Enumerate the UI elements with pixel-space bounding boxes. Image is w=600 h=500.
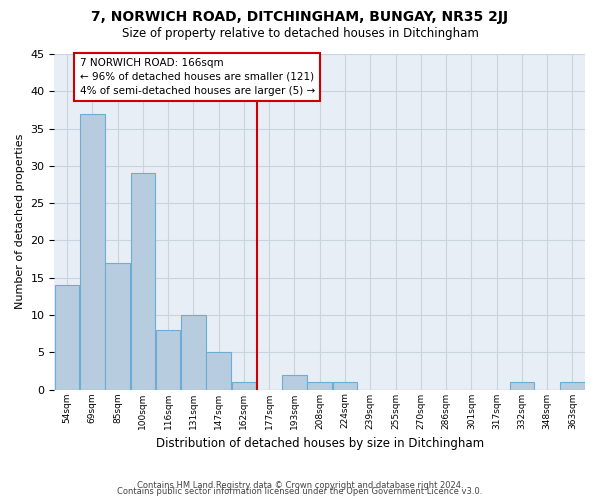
Bar — [307, 382, 332, 390]
Text: 7 NORWICH ROAD: 166sqm
← 96% of detached houses are smaller (121)
4% of semi-det: 7 NORWICH ROAD: 166sqm ← 96% of detached… — [80, 58, 315, 96]
Bar — [333, 382, 357, 390]
Text: Contains HM Land Registry data © Crown copyright and database right 2024.: Contains HM Land Registry data © Crown c… — [137, 481, 463, 490]
Bar — [80, 114, 104, 390]
Bar — [181, 315, 206, 390]
X-axis label: Distribution of detached houses by size in Ditchingham: Distribution of detached houses by size … — [155, 437, 484, 450]
Bar — [156, 330, 181, 390]
Bar — [106, 263, 130, 390]
Bar — [560, 382, 584, 390]
Text: Contains public sector information licensed under the Open Government Licence v3: Contains public sector information licen… — [118, 488, 482, 496]
Bar — [232, 382, 256, 390]
Bar — [282, 374, 307, 390]
Y-axis label: Number of detached properties: Number of detached properties — [15, 134, 25, 310]
Bar — [131, 174, 155, 390]
Text: Size of property relative to detached houses in Ditchingham: Size of property relative to detached ho… — [122, 28, 478, 40]
Bar — [206, 352, 231, 390]
Bar — [55, 285, 79, 390]
Text: 7, NORWICH ROAD, DITCHINGHAM, BUNGAY, NR35 2JJ: 7, NORWICH ROAD, DITCHINGHAM, BUNGAY, NR… — [91, 10, 509, 24]
Bar — [509, 382, 534, 390]
